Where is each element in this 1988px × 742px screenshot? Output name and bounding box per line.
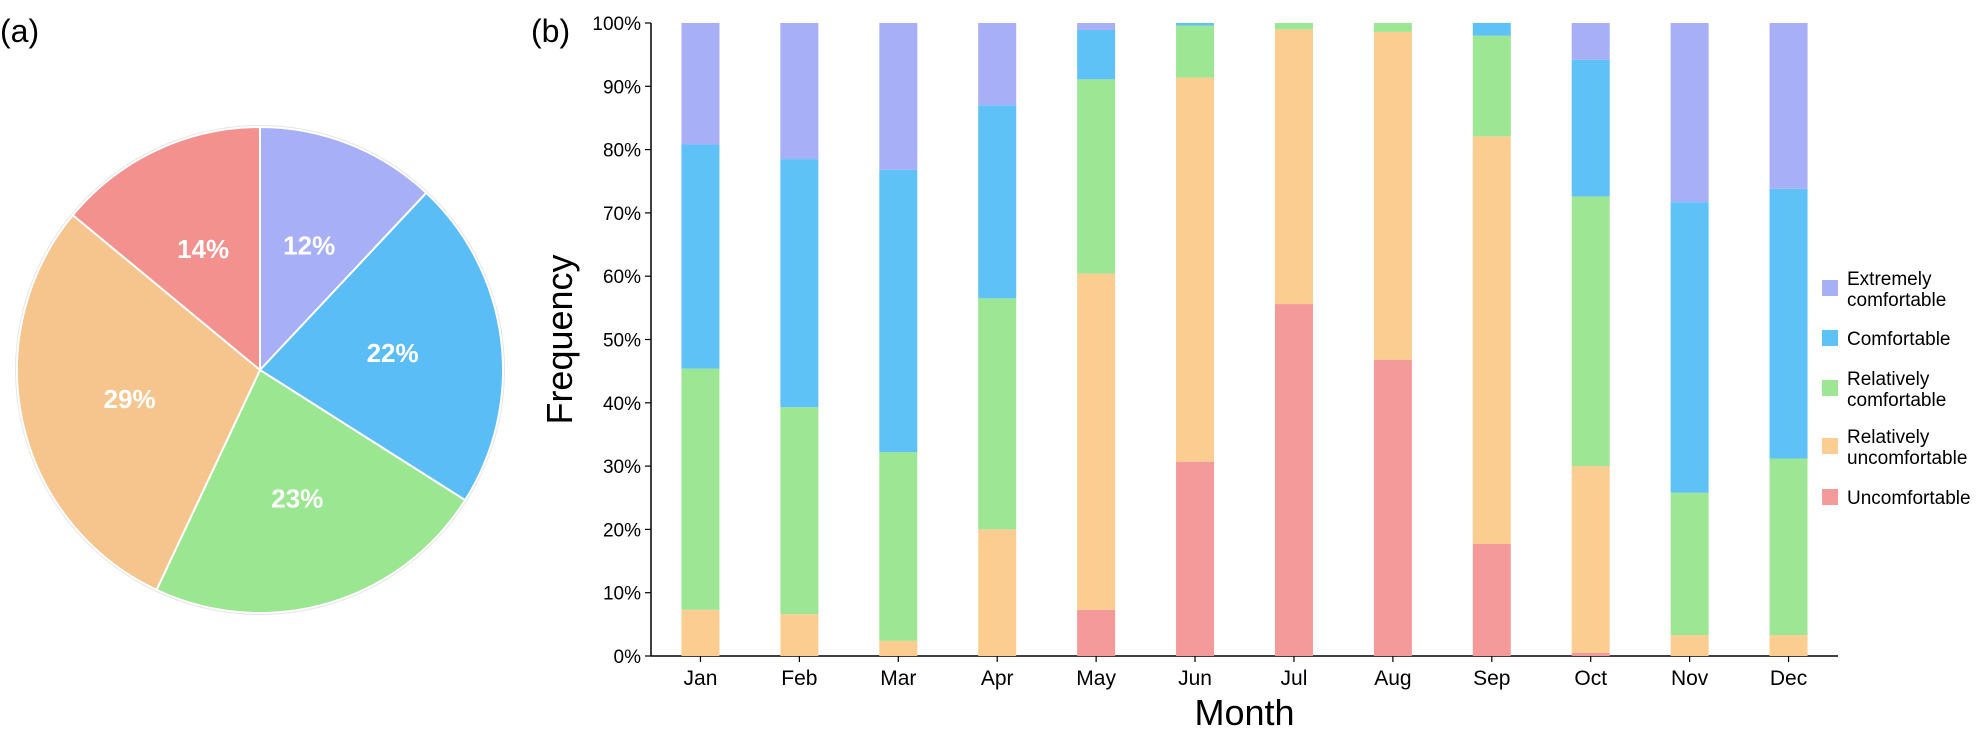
bar-segment-relatively-uncomfortable xyxy=(780,614,819,656)
bar-segment-extremely-comfortable xyxy=(780,23,819,160)
y-tick-label: 80% xyxy=(603,141,641,162)
legend-label-relatively-comfortable: Relatively comfortable xyxy=(1847,369,1946,411)
bar-segment-uncomfortable xyxy=(1274,304,1313,656)
bar-segment-relatively-uncomfortable xyxy=(1077,273,1116,610)
x-tick-label: May xyxy=(1076,667,1116,690)
panel-label-b: (b) xyxy=(531,13,570,49)
y-tick-label: 20% xyxy=(603,520,641,541)
bar-segment-relatively-uncomfortable xyxy=(1571,466,1610,653)
y-tick-label: 100% xyxy=(592,14,641,35)
x-tick-label: Feb xyxy=(781,667,817,690)
bar-segment-relatively-uncomfortable xyxy=(1176,77,1215,462)
bar-segment-relatively-uncomfortable xyxy=(978,529,1017,656)
bar-segment-relatively-comfortable xyxy=(681,368,720,610)
bar-segment-relatively-comfortable xyxy=(780,407,819,615)
pie-slice-label: 23% xyxy=(271,483,323,513)
bar-segment-comfortable xyxy=(1176,23,1215,26)
legend-swatch-relatively-comfortable xyxy=(1822,380,1838,396)
legend-label-comfortable: Comfortable xyxy=(1847,329,1951,350)
x-axis-title: Month xyxy=(1194,692,1294,733)
y-tick-label: 60% xyxy=(603,267,641,288)
bar-segment-relatively-uncomfortable xyxy=(1670,635,1709,656)
x-tick-label: Jul xyxy=(1281,667,1308,690)
stacked-bar-chart: 0% 10% 20% 30% 40% 50% 60% 70% 80% 90% 100% Jan Feb M… xyxy=(539,14,1971,733)
panel-label-a: (a) xyxy=(0,13,39,49)
legend-label-relatively-uncomfortable: Relatively uncomfortable xyxy=(1847,427,1967,469)
bar-segment-relatively-comfortable xyxy=(879,452,918,641)
bar-segment-comfortable xyxy=(780,159,819,408)
bar-segment-extremely-comfortable xyxy=(1769,23,1808,189)
x-tick-label: Mar xyxy=(880,667,916,690)
bar-segment-extremely-comfortable xyxy=(978,23,1017,106)
pie-slice-relatively-comfortable xyxy=(155,368,467,614)
bar-segment-extremely-comfortable xyxy=(1571,23,1610,60)
pie-slice-label: 12% xyxy=(283,231,335,261)
legend-swatch-relatively-uncomfortable xyxy=(1822,438,1838,454)
pie-chart: 12% 22% 23% 29% 14% xyxy=(15,125,505,615)
y-tick-label: 90% xyxy=(603,77,641,98)
pie-slice-label: 14% xyxy=(177,234,229,264)
bar-segment-relatively-uncomfortable xyxy=(1769,635,1808,656)
legend-label-extremely-comfortable: Extremely comfortable xyxy=(1847,269,1946,311)
x-tick-label: Oct xyxy=(1574,667,1607,690)
bar-segment-comfortable xyxy=(1769,188,1808,459)
x-tick-label: Jan xyxy=(684,667,718,690)
legend-swatch-comfortable xyxy=(1822,330,1838,346)
bar-segment-uncomfortable xyxy=(1571,652,1610,656)
bar-segment-relatively-comfortable xyxy=(978,298,1017,530)
y-tick-label: 40% xyxy=(603,394,641,415)
bar-segment-comfortable xyxy=(978,105,1017,299)
bar-segment-comfortable xyxy=(879,169,918,453)
legend-swatch-extremely-comfortable xyxy=(1822,280,1838,296)
x-tick-label: Nov xyxy=(1671,667,1709,690)
bar-segment-relatively-comfortable xyxy=(1077,79,1116,274)
pie-slice-label: 29% xyxy=(104,384,156,414)
y-tick-label: 30% xyxy=(603,457,641,478)
x-tick-label: Jun xyxy=(1178,667,1212,690)
bar-segment-relatively-uncomfortable xyxy=(879,640,918,656)
bar-segment-relatively-comfortable xyxy=(1769,458,1808,636)
x-tick-label: Sep xyxy=(1473,667,1510,690)
legend-swatch-uncomfortable xyxy=(1822,489,1838,505)
x-tick-label: Dec xyxy=(1770,667,1807,690)
y-tick-label: 70% xyxy=(603,204,641,225)
bar-segment-relatively-comfortable xyxy=(1571,196,1610,467)
pie-slice-comfortable xyxy=(258,191,504,502)
x-tick-label: Aug xyxy=(1374,667,1411,690)
x-tick-label: Apr xyxy=(981,667,1014,690)
bar-segment-relatively-uncomfortable xyxy=(681,609,720,656)
bar-segment-relatively-uncomfortable xyxy=(1472,136,1511,544)
bar-segment-comfortable xyxy=(1472,23,1511,36)
bar-segment-uncomfortable xyxy=(1176,461,1215,656)
bar-segment-relatively-uncomfortable xyxy=(1274,29,1313,305)
bar-segment-comfortable xyxy=(1670,202,1709,493)
bar-segment-relatively-comfortable xyxy=(1472,35,1511,137)
bar-segment-uncomfortable xyxy=(1472,543,1511,656)
y-tick-label: 50% xyxy=(603,331,641,352)
pie-slice-relatively-uncomfortable xyxy=(16,213,262,592)
pie-slice-extremely-comfortable xyxy=(259,125,428,373)
bar-segment-uncomfortable xyxy=(1373,359,1412,656)
bar-segment-extremely-comfortable xyxy=(681,23,720,145)
bar-segment-comfortable xyxy=(681,144,720,369)
y-tick-label: 10% xyxy=(603,584,641,605)
y-axis-title: Frequency xyxy=(539,254,580,424)
bar-segment-relatively-uncomfortable xyxy=(1373,31,1412,360)
y-tick-label: 0% xyxy=(614,647,642,668)
bar-segment-relatively-comfortable xyxy=(1373,23,1412,32)
bar-segment-comfortable xyxy=(1077,29,1116,80)
legend-label-uncomfortable: Uncomfortable xyxy=(1847,488,1971,509)
bar-segment-relatively-comfortable xyxy=(1274,23,1313,30)
bar-segment-comfortable xyxy=(1571,59,1610,197)
bar-segment-extremely-comfortable xyxy=(879,23,918,170)
bar-segment-extremely-comfortable xyxy=(1077,23,1116,30)
bar-segment-extremely-comfortable xyxy=(1670,23,1709,203)
bar-segment-uncomfortable xyxy=(1077,609,1116,656)
bar-segment-relatively-comfortable xyxy=(1670,492,1709,636)
pie-slice-label: 22% xyxy=(367,338,419,368)
pie-slice-uncomfortable xyxy=(71,125,261,373)
bar-segment-relatively-comfortable xyxy=(1176,25,1215,78)
